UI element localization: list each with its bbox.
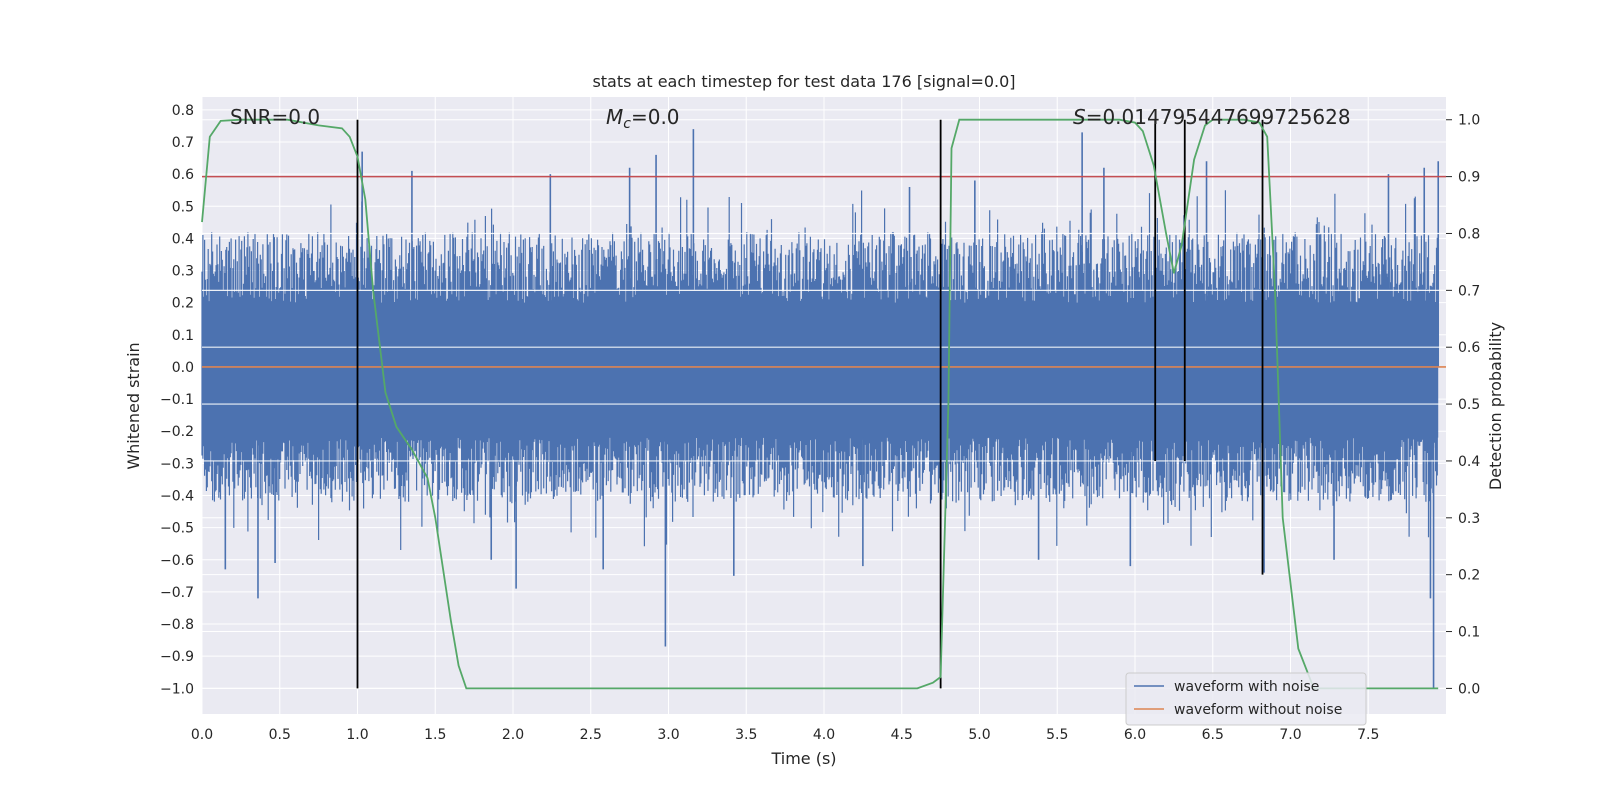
x-tick-label: 2.0 (502, 727, 524, 743)
legend: waveform with noise waveform without noi… (1125, 672, 1367, 726)
x-tick-label: 7.5 (1357, 727, 1379, 743)
chirp-mass-annotation: Mc=0.0 (606, 105, 680, 132)
waveform-with-noise-core (202, 302, 1439, 438)
y2-tick-label: 0.1 (1458, 625, 1480, 641)
y-tick-label: 0.5 (172, 199, 194, 215)
x-tick-label: 5.0 (968, 727, 990, 743)
y2-tick-label: 1.0 (1458, 113, 1480, 129)
y2-axis-label: Detection probability (1486, 322, 1505, 490)
y-axis-label: Whitened strain (124, 342, 143, 469)
s-annotation: S=0.014795447699725628 (1073, 105, 1351, 129)
y-tick-label: 0.8 (172, 103, 194, 119)
legend-entry-clean: waveform without noise (1174, 702, 1342, 718)
x-tick-label: 1.0 (346, 727, 368, 743)
y-tick-label: 0.2 (172, 296, 194, 312)
x-tick-label: 6.5 (1202, 727, 1224, 743)
x-tick-label: 1.5 (424, 727, 446, 743)
snr-annotation: SNR=0.0 (230, 105, 320, 129)
y-tick-label: 0.0 (172, 360, 194, 376)
x-tick-label: 0.5 (269, 727, 291, 743)
y-tick-label: 0.4 (172, 231, 194, 247)
y-tick-label: −0.5 (160, 521, 194, 537)
y2-tick-label: 0.5 (1458, 397, 1480, 413)
y-tick-label: −0.6 (160, 553, 194, 569)
x-tick-label: 2.5 (580, 727, 602, 743)
y-tick-label: −0.4 (160, 488, 194, 504)
x-tick-label: 7.0 (1279, 727, 1301, 743)
y-tick-label: −0.2 (160, 424, 194, 440)
y2-tick-label: 0.9 (1458, 170, 1480, 186)
y-tick-label: 0.6 (172, 167, 194, 183)
y2-tick-label: 0.0 (1458, 681, 1480, 697)
legend-entry-noise: waveform with noise (1174, 679, 1319, 695)
x-tick-label: 3.0 (657, 727, 679, 743)
x-tick-label: 3.5 (735, 727, 757, 743)
x-tick-label: 5.5 (1046, 727, 1068, 743)
y2-tick-label: 0.8 (1458, 226, 1480, 242)
y-tick-label: 0.3 (172, 264, 194, 280)
x-tick-label: 6.0 (1124, 727, 1146, 743)
detection-probability-line (201, 118, 1439, 690)
y-tick-label: −0.3 (160, 456, 194, 472)
y-tick-label: −0.7 (160, 585, 194, 601)
y2-tick-label: 0.6 (1458, 340, 1480, 356)
y-tick-label: 0.7 (172, 135, 194, 151)
x-tick-label: 4.5 (891, 727, 913, 743)
x-tick-label: 4.0 (813, 727, 835, 743)
y-tick-label: −0.8 (160, 617, 194, 633)
y-tick-label: −1.0 (160, 681, 194, 697)
series-waveform-with-noise (201, 129, 1440, 689)
y2-tick-label: 0.2 (1458, 568, 1480, 584)
y2-tick-label: 0.4 (1458, 454, 1480, 470)
chart-title: stats at each timestep for test data 176… (592, 72, 1015, 91)
y2-tick-label: 0.7 (1458, 283, 1480, 299)
x-axis-label: Time (s) (770, 749, 836, 768)
y-tick-label: −0.9 (160, 649, 194, 665)
y-tick-label: −0.1 (160, 392, 194, 408)
y2-tick-label: 0.3 (1458, 511, 1480, 527)
x-tick-label: 0.0 (191, 727, 213, 743)
y-tick-label: 0.1 (172, 328, 194, 344)
